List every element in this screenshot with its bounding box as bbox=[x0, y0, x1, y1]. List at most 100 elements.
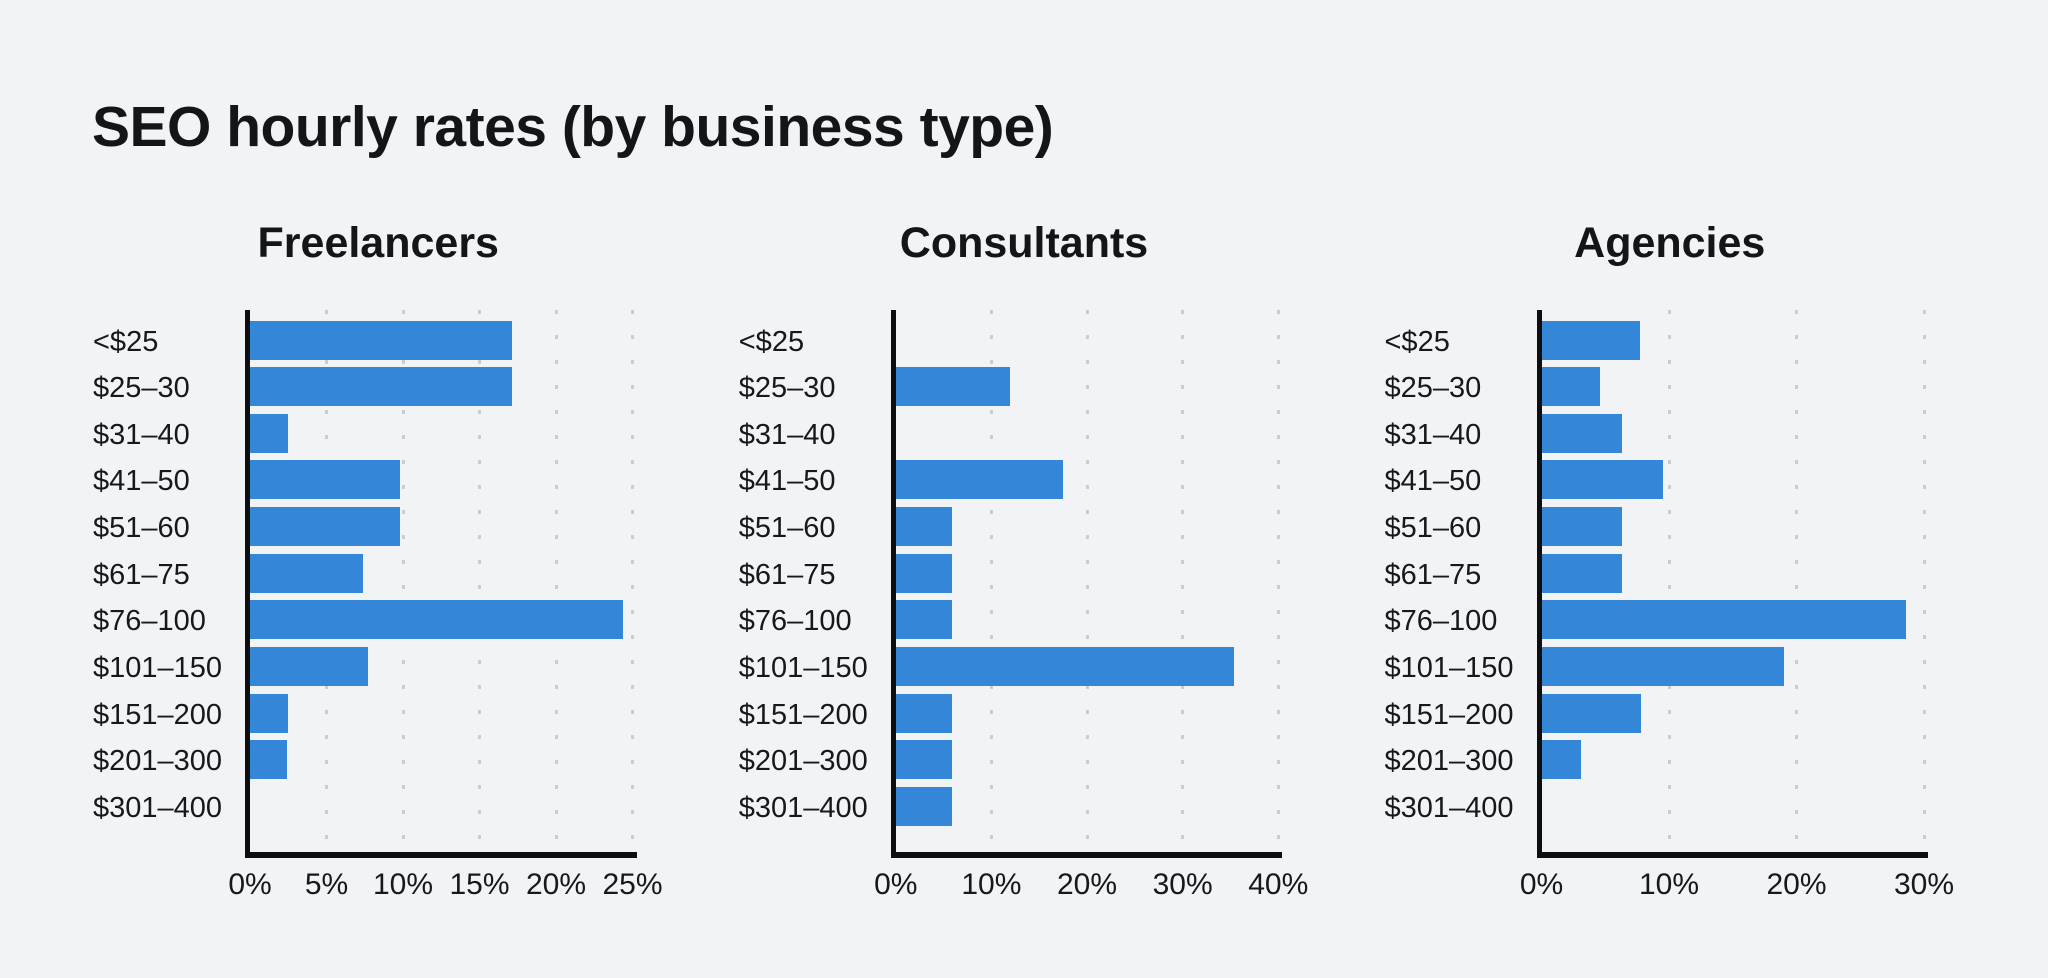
y-axis-label-consultants-$31–40: $31–40 bbox=[738, 418, 836, 451]
plot-area-freelancers bbox=[250, 310, 634, 852]
y-axis-label-agencies-$201–300: $201–300 bbox=[1384, 745, 1514, 778]
bar-freelancers-$76–100 bbox=[250, 600, 624, 640]
chart-title-consultants: Consultants bbox=[899, 219, 1149, 267]
y-axis-line-agencies bbox=[1536, 310, 1542, 858]
y-axis-label-consultants-$61–75: $61–75 bbox=[738, 558, 836, 591]
gridline-40% bbox=[1276, 310, 1280, 852]
x-tick-label-freelancers-5%: 5% bbox=[304, 868, 349, 901]
bar-agencies-$41–50 bbox=[1541, 460, 1663, 500]
bar-consultants-$41–50 bbox=[895, 460, 1064, 500]
bar-agencies-$201–300 bbox=[1541, 740, 1582, 780]
y-axis-label-consultants-$51–60: $51–60 bbox=[738, 512, 836, 545]
y-axis-label-freelancers-$301–400: $301–400 bbox=[93, 791, 223, 824]
y-axis-line-freelancers bbox=[245, 310, 250, 858]
x-tick-label-consultants-40%: 40% bbox=[1248, 868, 1309, 901]
x-tick-label-freelancers-15%: 15% bbox=[449, 868, 510, 901]
gridline-10% bbox=[401, 310, 405, 852]
x-tick-label-agencies-20%: 20% bbox=[1766, 868, 1827, 901]
bar-agencies-$31–40 bbox=[1541, 413, 1622, 453]
y-axis-label-agencies-$151–200: $151–200 bbox=[1384, 698, 1514, 731]
y-axis-label-freelancers-$41–50: $41–50 bbox=[93, 465, 190, 498]
page-title: SEO hourly rates (by business type) bbox=[92, 95, 1054, 160]
bar-consultants-$301–400 bbox=[895, 786, 953, 826]
bar-agencies-$51–60 bbox=[1541, 507, 1622, 547]
bar-freelancers-$25–30 bbox=[250, 367, 512, 407]
x-tick-label-consultants-30%: 30% bbox=[1152, 868, 1213, 901]
gridline-30% bbox=[1181, 310, 1185, 852]
x-axis-line-agencies bbox=[1536, 852, 1928, 858]
chart-title-agencies: Agencies bbox=[1574, 219, 1766, 267]
bar-consultants-$25–30 bbox=[895, 367, 1010, 407]
bar-agencies-$25–30 bbox=[1541, 367, 1601, 407]
y-axis-label-agencies-<$25: <$25 bbox=[1384, 325, 1450, 358]
plot-area-consultants bbox=[895, 310, 1280, 852]
chart-title-freelancers: Freelancers bbox=[257, 219, 499, 267]
y-axis-label-consultants-<$25: <$25 bbox=[738, 325, 805, 358]
bar-consultants-$151–200 bbox=[895, 693, 953, 733]
x-tick-label-agencies-30%: 30% bbox=[1893, 868, 1955, 901]
bar-freelancers-<$25 bbox=[250, 320, 512, 360]
bar-freelancers-$201–300 bbox=[250, 740, 287, 780]
y-axis-label-freelancers-$101–150: $101–150 bbox=[93, 652, 223, 684]
y-axis-label-freelancers-$201–300: $201–300 bbox=[93, 745, 223, 778]
bar-freelancers-$31–40 bbox=[250, 413, 289, 453]
y-axis-line-consultants bbox=[890, 310, 896, 858]
y-axis-label-agencies-$101–150: $101–150 bbox=[1384, 652, 1514, 684]
x-tick-label-freelancers-25%: 25% bbox=[602, 868, 663, 901]
x-tick-label-agencies-0%: 0% bbox=[1519, 868, 1564, 901]
y-axis-label-freelancers-$61–75: $61–75 bbox=[93, 558, 190, 591]
y-axis-label-agencies-$76–100: $76–100 bbox=[1384, 605, 1498, 638]
y-axis-label-agencies-$31–40: $31–40 bbox=[1384, 418, 1482, 451]
x-tick-label-consultants-10%: 10% bbox=[961, 868, 1022, 901]
plot-area-agencies bbox=[1541, 310, 1926, 852]
bar-freelancers-$61–75 bbox=[250, 553, 364, 593]
y-axis-label-freelancers-$76–100: $76–100 bbox=[93, 605, 206, 638]
bar-consultants-$201–300 bbox=[895, 740, 953, 780]
x-tick-label-freelancers-20%: 20% bbox=[525, 868, 587, 901]
bar-freelancers-$51–60 bbox=[250, 507, 400, 547]
y-axis-label-freelancers-<$25: <$25 bbox=[93, 325, 159, 358]
x-tick-label-freelancers-0%: 0% bbox=[228, 868, 272, 901]
y-axis-label-consultants-$76–100: $76–100 bbox=[738, 605, 852, 638]
y-axis-label-consultants-$101–150: $101–150 bbox=[738, 652, 868, 684]
gridline-20% bbox=[1795, 310, 1798, 852]
y-axis-label-freelancers-$151–200: $151–200 bbox=[93, 698, 223, 731]
y-axis-label-freelancers-$51–60: $51–60 bbox=[93, 512, 190, 545]
gridline-10% bbox=[1667, 310, 1671, 852]
y-axis-label-consultants-$25–30: $25–30 bbox=[738, 372, 836, 405]
gridline-25% bbox=[631, 310, 634, 852]
y-axis-label-freelancers-$25–30: $25–30 bbox=[93, 372, 190, 405]
bar-consultants-$51–60 bbox=[895, 507, 953, 547]
y-axis-label-agencies-$41–50: $41–50 bbox=[1384, 465, 1482, 498]
gridline-15% bbox=[478, 310, 481, 852]
bar-agencies-$101–150 bbox=[1541, 647, 1784, 686]
y-axis-label-consultants-$151–200: $151–200 bbox=[738, 698, 868, 731]
y-axis-label-consultants-$301–400: $301–400 bbox=[738, 791, 868, 824]
y-axis-label-consultants-$201–300: $201–300 bbox=[738, 745, 868, 778]
bar-freelancers-$41–50 bbox=[250, 460, 400, 500]
gridline-30% bbox=[1922, 310, 1926, 852]
x-tick-label-freelancers-10%: 10% bbox=[372, 868, 434, 901]
bar-agencies-$61–75 bbox=[1541, 553, 1622, 593]
y-axis-label-agencies-$301–400: $301–400 bbox=[1384, 791, 1514, 824]
bar-consultants-$76–100 bbox=[895, 600, 953, 640]
bar-agencies-$76–100 bbox=[1541, 600, 1907, 640]
y-axis-label-consultants-$41–50: $41–50 bbox=[738, 465, 836, 498]
x-tick-label-consultants-0%: 0% bbox=[874, 868, 918, 901]
bar-consultants-$61–75 bbox=[895, 553, 953, 593]
bar-agencies-$151–200 bbox=[1541, 693, 1641, 733]
bar-freelancers-$101–150 bbox=[250, 647, 368, 686]
bar-consultants-$101–150 bbox=[895, 647, 1235, 686]
y-axis-label-agencies-$25–30: $25–30 bbox=[1384, 372, 1482, 405]
bar-freelancers-$151–200 bbox=[250, 693, 289, 733]
gridline-20% bbox=[1085, 310, 1089, 852]
x-axis-line-freelancers bbox=[245, 852, 637, 858]
x-tick-label-consultants-20%: 20% bbox=[1056, 868, 1118, 901]
y-axis-label-agencies-$61–75: $61–75 bbox=[1384, 558, 1482, 591]
x-tick-label-agencies-10%: 10% bbox=[1638, 868, 1700, 901]
gridline-10% bbox=[989, 310, 993, 852]
y-axis-label-agencies-$51–60: $51–60 bbox=[1384, 512, 1482, 545]
gridline-20% bbox=[554, 310, 558, 852]
x-axis-line-consultants bbox=[890, 852, 1283, 858]
